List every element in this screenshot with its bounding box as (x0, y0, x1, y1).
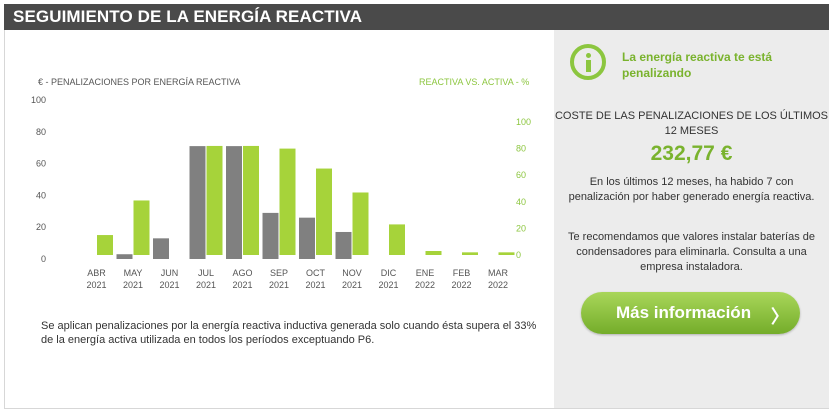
cost-title: COSTE DE LAS PENALIZACIONES DE LOS ÚLTIM… (554, 110, 829, 137)
x-tick-year: 2022 (488, 280, 508, 290)
left-tick-label: 80 (36, 127, 46, 137)
chart-section: € - PENALIZACIONES POR ENERGÍA REACTIVA … (5, 30, 554, 408)
info-icon-dot (586, 53, 591, 58)
right-tick-label: 100 (516, 117, 531, 127)
left-tick-label: 0 (41, 254, 46, 264)
left-axis-label: € - PENALIZACIONES POR ENERGÍA REACTIVA (38, 77, 241, 87)
left-tick-label: 100 (31, 95, 46, 105)
footnote: Se aplican penalizaciones por la energía… (41, 320, 537, 346)
cost-value: 232,77 € (650, 142, 733, 165)
x-tick-month: NOV (342, 268, 362, 278)
x-tick-year: 2021 (86, 280, 106, 290)
reactive-ratio-bar (243, 145, 259, 255)
penalty-bar (189, 146, 206, 259)
penalty-description: En los últimos 12 meses, ha habido 7 con… (568, 176, 815, 203)
x-tick-year: 2021 (378, 280, 398, 290)
reactive-ratio-bar (425, 251, 442, 255)
penalty-bar (116, 254, 133, 259)
x-tick-month: SEP (270, 268, 288, 278)
right-tick-label: 60 (516, 170, 526, 180)
left-tick-label: 20 (36, 222, 46, 232)
reactive-ratio-bar (133, 200, 150, 255)
page-header: SEGUIMIENTO DE LA ENERGÍA REACTIVA (4, 4, 829, 30)
right-tick-label: 0 (516, 250, 521, 260)
recommendation-text: Te recomendamos que valores instalar bat… (567, 231, 816, 273)
x-tick-month: JUN (161, 268, 179, 278)
more-info-button[interactable]: Más información 〉 (581, 292, 800, 334)
left-tick-label: 40 (36, 190, 46, 200)
info-icon-bar (586, 60, 591, 72)
reactive-ratio-bar (206, 145, 223, 255)
reactive-ratio-bar (279, 148, 296, 255)
x-tick-month: JUL (198, 268, 214, 278)
x-tick-year: 2022 (451, 280, 471, 290)
alert-text: La energía reactiva te está penalizando (622, 50, 773, 80)
penalty-bar (226, 146, 242, 259)
reactive-ratio-bar (352, 192, 369, 255)
reactive-energy-panel: € - PENALIZACIONES POR ENERGÍA REACTIVA … (4, 30, 829, 409)
more-info-button-label: Más información (616, 303, 752, 322)
x-tick-month: MAR (488, 268, 509, 278)
reactive-ratio-bar (462, 252, 478, 255)
penalty-bar (153, 238, 169, 259)
x-tick-month: MAY (124, 268, 143, 278)
right-tick-label: 40 (516, 197, 526, 207)
x-tick-month: ENE (416, 268, 435, 278)
x-tick-month: OCT (306, 268, 326, 278)
reactive-ratio-bar (316, 168, 332, 255)
reactive-ratio-bar (498, 252, 515, 255)
x-tick-year: 2021 (196, 280, 216, 290)
penalty-bar (335, 231, 352, 259)
x-tick-year: 2021 (269, 280, 289, 290)
right-tick-label: 80 (516, 144, 526, 154)
penalty-bar (299, 217, 315, 259)
x-tick-year: 2021 (159, 280, 179, 290)
x-tick-year: 2021 (305, 280, 325, 290)
x-tick-year: 2021 (342, 280, 362, 290)
page-title: SEGUIMIENTO DE LA ENERGÍA REACTIVA (13, 7, 363, 26)
chevron-right-icon: 〉 (771, 307, 789, 327)
x-tick-year: 2021 (232, 280, 252, 290)
reactive-ratio-bar (97, 235, 113, 255)
info-icon (570, 44, 606, 80)
x-tick-month: ABR (87, 268, 106, 278)
summary-section: La energía reactiva te está penalizando … (554, 30, 829, 408)
penalties-chart: 0 20 40 60 80 100 0 20 40 60 80 100 ABR 2021 MAY 2021 JU… (31, 95, 531, 290)
right-axis-label: REACTIVA VS. ACTIVA - % (419, 77, 530, 87)
left-tick-label: 60 (36, 159, 46, 169)
penalty-bar (262, 212, 279, 259)
x-tick-year: 2021 (123, 280, 143, 290)
x-tick-month: FEB (453, 268, 471, 278)
x-tick-month: DIC (381, 268, 397, 278)
right-tick-label: 20 (516, 223, 526, 233)
reactive-ratio-bar (389, 224, 405, 255)
x-tick-month: AGO (232, 268, 252, 278)
x-tick-year: 2022 (415, 280, 435, 290)
